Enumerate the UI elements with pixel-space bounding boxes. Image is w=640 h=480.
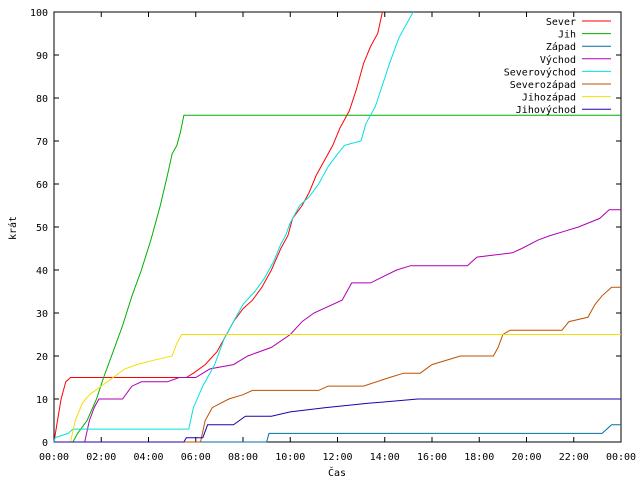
y-tick-label: 100 [30,8,48,19]
legend-label: Severovýchod [504,66,576,78]
x-axis: 00:00 02:00 04:00 06:00 08:00 10:00 12:00 14:00… [39,12,636,463]
series-line-3 [54,424,621,443]
x-tick-label: 10:00 [275,452,305,463]
y-tick-label: 40 [36,266,48,277]
y-tick-label: 30 [36,309,48,320]
legend-label: Jih [558,30,576,41]
x-tick-label: 04:00 [133,452,163,463]
series-line-4 [54,209,621,443]
legend-label: Západ [546,41,576,53]
series-line-6 [54,286,621,443]
series-line-1 [53,11,383,443]
y-tick-label: 80 [36,94,48,105]
x-axis-label: Čas [328,466,346,479]
series-line-7 [54,334,621,443]
y-tick-label: 20 [36,352,48,363]
legend-label: Východ [540,54,576,66]
y-tick-label: 90 [36,51,48,62]
x-tick-label: 16:00 [417,452,447,463]
legend: Sever JihZápadVýchodSeverovýchodSeverozáp… [504,17,611,116]
series-line-2 [54,114,621,443]
x-tick-label: 22:00 [559,452,589,463]
x-tick-label: 14:00 [370,452,400,463]
x-tick-label: 12:00 [322,452,352,463]
x-tick-label: 06:00 [181,452,211,463]
x-tick-label: 18:00 [464,452,494,463]
series-line-5 [53,11,414,443]
x-tick-label: 08:00 [228,452,258,463]
y-tick-label: 60 [36,180,48,191]
y-tick-label: 10 [36,395,48,406]
legend-label: Jihozápad [522,92,576,104]
x-tick-label: 00:00 [606,452,636,463]
y-tick-label: 70 [36,137,48,148]
y-tick-label: 50 [36,223,48,234]
legend-label: Jihovýchod [516,104,576,116]
legend-label: Severozápad [510,79,576,91]
x-tick-label: 20:00 [511,452,541,463]
y-tick-label: 0 [42,438,48,449]
y-axis-label: krát [7,216,19,240]
legend-label: Sever [546,17,576,28]
x-tick-label: 02:00 [86,452,116,463]
series-layer [53,11,621,443]
x-tick-label: 00:00 [39,452,69,463]
series-line-8 [54,398,621,443]
